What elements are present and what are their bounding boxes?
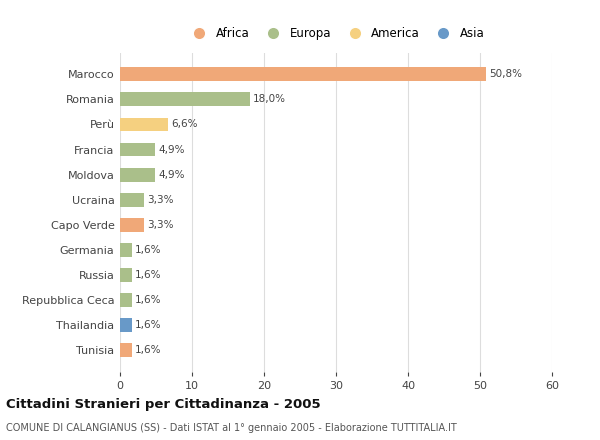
Bar [120,92,250,106]
Bar [120,293,131,307]
Text: COMUNE DI CALANGIANUS (SS) - Dati ISTAT al 1° gennaio 2005 - Elaborazione TUTTIT: COMUNE DI CALANGIANUS (SS) - Dati ISTAT … [6,423,457,433]
Text: 50,8%: 50,8% [490,69,523,79]
Text: 3,3%: 3,3% [148,220,174,230]
Bar [120,243,131,257]
Text: 18,0%: 18,0% [253,94,286,104]
Bar [120,193,144,207]
Text: 1,6%: 1,6% [135,245,161,255]
Bar [120,117,167,131]
Text: 6,6%: 6,6% [171,119,197,129]
Text: 3,3%: 3,3% [148,195,174,205]
Bar [120,319,131,332]
Bar [120,67,486,81]
Text: 1,6%: 1,6% [135,345,161,356]
Text: 4,9%: 4,9% [159,170,185,180]
Bar [120,344,131,357]
Bar [120,218,144,232]
Text: 4,9%: 4,9% [159,144,185,154]
Bar [120,143,155,157]
Text: 1,6%: 1,6% [135,295,161,305]
Bar [120,268,131,282]
Text: 1,6%: 1,6% [135,320,161,330]
Bar [120,168,155,182]
Legend: Africa, Europa, America, Asia: Africa, Europa, America, Asia [184,24,488,44]
Text: 1,6%: 1,6% [135,270,161,280]
Text: Cittadini Stranieri per Cittadinanza - 2005: Cittadini Stranieri per Cittadinanza - 2… [6,398,320,411]
